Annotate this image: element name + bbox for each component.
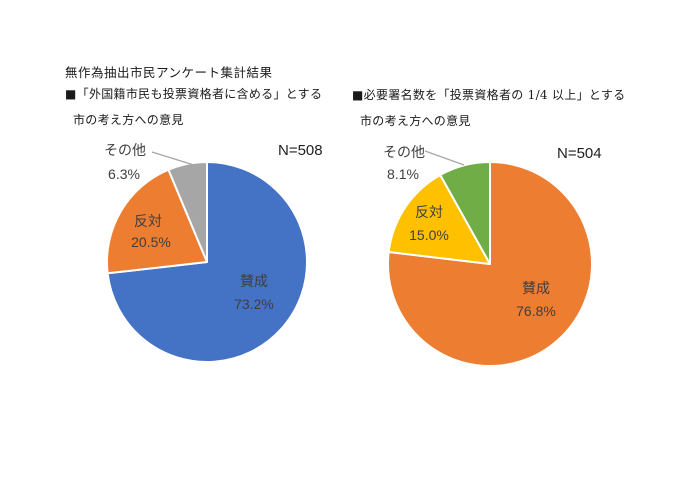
slice-pct-agree-right: 76.8% bbox=[516, 303, 556, 319]
pie-slice-other bbox=[167, 161, 208, 263]
slice-label-other-right: その他 bbox=[383, 144, 425, 160]
chart-left-heading-line2: 市の考え方への意見 bbox=[73, 113, 184, 127]
slice-pct-other-right: 8.1% bbox=[387, 166, 419, 182]
chart-right-heading-line1: ■必要署名数を「投票資格者の 1/4 以上」とする bbox=[352, 88, 626, 102]
pie-chart-right bbox=[387, 150, 593, 367]
slice-pct-other-left: 6.3% bbox=[108, 166, 140, 182]
slice-pct-agree-left: 73.2% bbox=[234, 296, 274, 312]
slice-pct-oppose-left: 20.5% bbox=[131, 234, 171, 250]
sample-size-label-right: N=504 bbox=[557, 145, 602, 162]
leader-line-other-label bbox=[424, 150, 465, 166]
pie-slice-other bbox=[439, 161, 491, 265]
slice-label-agree-right: 賛成 bbox=[522, 280, 550, 296]
chart-right-heading-line2: 市の考え方への意見 bbox=[360, 114, 471, 128]
chart-right-heading: ■必要署名数を「投票資格者の 1/4 以上」とする 市の考え方への意見 bbox=[352, 86, 625, 129]
slice-label-other-left: その他 bbox=[104, 142, 146, 158]
document-title: 無作為抽出市民アンケート集計結果 bbox=[65, 65, 273, 80]
pie-slice-oppose bbox=[387, 173, 491, 265]
slice-label-agree-left: 賛成 bbox=[240, 273, 268, 289]
leader-line-other-label bbox=[151, 151, 198, 167]
slice-label-oppose-left: 反対 bbox=[134, 213, 162, 229]
chart-left-heading: ■「外国籍市民も投票資格者に含める」とする 市の考え方への意見 bbox=[65, 85, 322, 128]
slice-label-oppose-right: 反対 bbox=[415, 204, 443, 220]
pie-slice-oppose bbox=[106, 168, 208, 275]
chart-left-heading-line1: ■「外国籍市民も投票資格者に含める」とする bbox=[65, 87, 323, 101]
slice-pct-oppose-right: 15.0% bbox=[409, 227, 449, 243]
sample-size-label-left: N=508 bbox=[278, 142, 323, 159]
pie-chart-left bbox=[106, 151, 308, 363]
